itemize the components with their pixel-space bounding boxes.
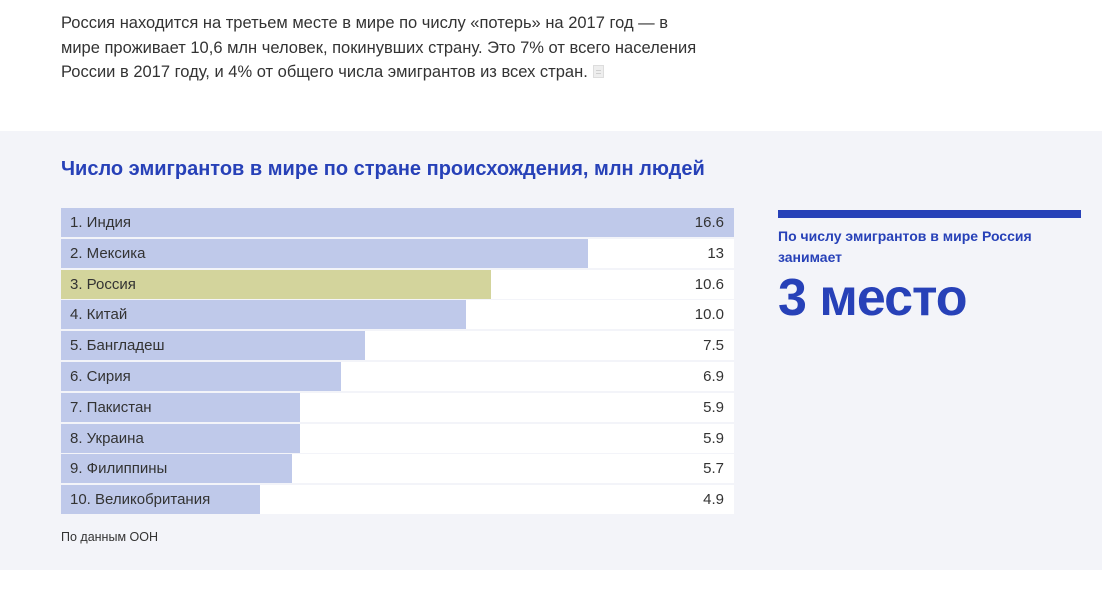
value-label: 16.6 [694,214,724,231]
category-label: 7. Пакистан [70,398,152,416]
category-label: 8. Украина [70,429,144,447]
category-label: 9. Филиппины [70,460,168,478]
bar [61,392,301,422]
value-label: 7.5 [703,337,724,355]
bar [61,331,366,361]
bar [61,423,301,453]
chart-title: Число эмигрантов в мире по стране происх… [61,158,705,180]
bar [61,300,467,330]
bar-row: 9. Филиппины 5.7 [61,454,734,484]
category-label: 10. Великобритания [70,491,211,509]
value-label: 13 [707,244,724,262]
bar-row: 10. Великобритания 4.9 [61,485,734,515]
bar [61,361,341,391]
bar [61,269,491,299]
callout-accent-rule [778,210,1081,218]
bar [61,208,734,237]
category-label: 1. Индия [70,214,131,231]
bar-row: 6. Сирия 6.9 [61,361,734,391]
category-label: 3. Россия [70,275,136,293]
value-label: 4.9 [703,491,724,509]
category-label: 6. Сирия [70,367,131,385]
document-icon[interactable] [592,65,604,79]
bar-row: 7. Пакистан 5.9 [61,392,734,422]
bar-row: 4. Китай 10.0 [61,300,734,330]
callout-text: По числу эмигрантов в мире Россия занима… [778,228,1032,265]
value-label: 5.9 [703,429,724,447]
bar-row: 8. Украина 5.9 [61,423,734,453]
bar [61,485,260,515]
bar-row: 2. Мексика 13 [61,238,734,268]
category-label: 5. Бангладеш [70,337,165,355]
callout-rank: 3 место [778,269,968,327]
value-label: 5.9 [703,398,724,416]
bar-row: 3. Россия 10.6 [61,269,734,299]
bar [61,454,293,484]
value-label: 10.0 [694,306,724,324]
intro-text: Россия находится на третьем месте в мире… [61,14,697,82]
chart-source: По данным ООН [61,530,158,544]
value-label: 6.9 [703,367,724,385]
value-label: 5.7 [703,460,724,478]
bar [61,238,589,268]
bar-row: 5. Бангладеш 7.5 [61,331,734,361]
category-label: 4. Китай [70,306,128,324]
intro-paragraph: Россия находится на третьем месте в мире… [61,11,711,85]
value-label: 10.6 [694,275,724,293]
bar-row: 1. Индия 16.6 [61,208,734,237]
category-label: 2. Мексика [70,244,146,262]
chart-panel: Число эмигрантов в мире по стране происх… [0,131,1102,570]
bar-chart: 1. Индия 16.6 2. Мексика 13 3. Россия 10.6 4. … [61,208,734,516]
rank-callout: По числу эмигрантов в мире Россия занима… [778,210,1081,330]
